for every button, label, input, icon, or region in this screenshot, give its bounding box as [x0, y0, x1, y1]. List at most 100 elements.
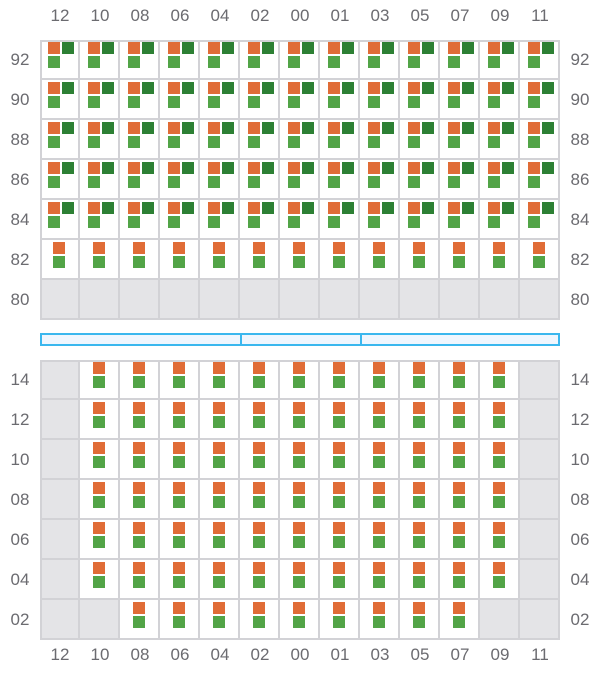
seat-cell[interactable] [120, 80, 160, 120]
seat-cell[interactable] [80, 40, 120, 80]
seat-cell[interactable] [120, 440, 160, 480]
seat-cell[interactable] [160, 480, 200, 520]
seat-cell[interactable] [440, 440, 480, 480]
seat-cell[interactable] [400, 600, 440, 640]
seat-cell[interactable] [440, 240, 480, 280]
seat-cell[interactable] [280, 520, 320, 560]
seat-cell[interactable] [200, 200, 240, 240]
seat-cell[interactable] [440, 200, 480, 240]
seat-cell[interactable] [80, 480, 120, 520]
seat-cell[interactable] [400, 520, 440, 560]
seat-cell[interactable] [200, 560, 240, 600]
seat-cell[interactable] [400, 360, 440, 400]
seat-cell[interactable] [240, 240, 280, 280]
seat-cell[interactable] [400, 240, 440, 280]
seat-cell[interactable] [40, 240, 80, 280]
seat-cell[interactable] [400, 200, 440, 240]
seat-cell[interactable] [320, 160, 360, 200]
seat-cell[interactable] [80, 240, 120, 280]
seat-cell[interactable] [120, 600, 160, 640]
seat-cell[interactable] [360, 40, 400, 80]
seat-cell[interactable] [280, 480, 320, 520]
seat-cell[interactable] [360, 120, 400, 160]
seat-cell[interactable] [160, 360, 200, 400]
seat-cell[interactable] [240, 480, 280, 520]
seat-cell[interactable] [360, 160, 400, 200]
seat-cell[interactable] [200, 360, 240, 400]
seat-cell[interactable] [400, 40, 440, 80]
seat-cell[interactable] [360, 440, 400, 480]
seat-cell[interactable] [440, 600, 480, 640]
seat-cell[interactable] [120, 240, 160, 280]
seat-cell[interactable] [40, 120, 80, 160]
seat-cell[interactable] [320, 440, 360, 480]
seat-cell[interactable] [200, 120, 240, 160]
seat-cell[interactable] [80, 80, 120, 120]
seat-cell[interactable] [440, 520, 480, 560]
seat-cell[interactable] [320, 560, 360, 600]
seat-cell[interactable] [200, 600, 240, 640]
seat-cell[interactable] [440, 360, 480, 400]
seat-cell[interactable] [240, 440, 280, 480]
seat-cell[interactable] [120, 480, 160, 520]
seat-cell[interactable] [360, 480, 400, 520]
seat-cell[interactable] [160, 200, 200, 240]
seat-cell[interactable] [200, 240, 240, 280]
seat-cell[interactable] [280, 80, 320, 120]
seat-cell[interactable] [320, 360, 360, 400]
seat-cell[interactable] [80, 440, 120, 480]
seat-cell[interactable] [200, 520, 240, 560]
seat-cell[interactable] [160, 440, 200, 480]
seat-cell[interactable] [280, 440, 320, 480]
seat-cell[interactable] [480, 80, 520, 120]
seat-cell[interactable] [240, 120, 280, 160]
seat-cell[interactable] [320, 200, 360, 240]
seat-cell[interactable] [360, 560, 400, 600]
seat-cell[interactable] [520, 240, 560, 280]
seat-cell[interactable] [480, 360, 520, 400]
seat-cell[interactable] [160, 600, 200, 640]
seat-cell[interactable] [40, 200, 80, 240]
seat-cell[interactable] [160, 40, 200, 80]
seat-cell[interactable] [120, 560, 160, 600]
seat-cell[interactable] [240, 400, 280, 440]
seat-cell[interactable] [240, 80, 280, 120]
seat-cell[interactable] [80, 360, 120, 400]
seat-cell[interactable] [120, 360, 160, 400]
seat-cell[interactable] [440, 480, 480, 520]
seat-cell[interactable] [360, 360, 400, 400]
seat-cell[interactable] [240, 40, 280, 80]
seat-cell[interactable] [480, 480, 520, 520]
seat-cell[interactable] [400, 80, 440, 120]
seat-cell[interactable] [240, 520, 280, 560]
seat-cell[interactable] [200, 160, 240, 200]
seat-cell[interactable] [280, 240, 320, 280]
seat-cell[interactable] [320, 400, 360, 440]
seat-cell[interactable] [80, 400, 120, 440]
seat-cell[interactable] [240, 360, 280, 400]
seat-cell[interactable] [280, 160, 320, 200]
seat-cell[interactable] [320, 240, 360, 280]
seat-cell[interactable] [320, 480, 360, 520]
seat-cell[interactable] [200, 40, 240, 80]
seat-cell[interactable] [520, 200, 560, 240]
seat-cell[interactable] [520, 160, 560, 200]
seat-cell[interactable] [400, 440, 440, 480]
seat-cell[interactable] [520, 80, 560, 120]
seat-cell[interactable] [400, 480, 440, 520]
seat-cell[interactable] [240, 160, 280, 200]
seat-cell[interactable] [80, 160, 120, 200]
seat-cell[interactable] [480, 160, 520, 200]
seat-cell[interactable] [240, 200, 280, 240]
seat-cell[interactable] [480, 240, 520, 280]
seat-cell[interactable] [400, 560, 440, 600]
seat-cell[interactable] [280, 200, 320, 240]
seat-cell[interactable] [280, 400, 320, 440]
seat-cell[interactable] [400, 120, 440, 160]
seat-cell[interactable] [440, 400, 480, 440]
seat-cell[interactable] [520, 120, 560, 160]
seat-cell[interactable] [480, 200, 520, 240]
seat-cell[interactable] [200, 80, 240, 120]
seat-cell[interactable] [360, 240, 400, 280]
seat-cell[interactable] [160, 400, 200, 440]
